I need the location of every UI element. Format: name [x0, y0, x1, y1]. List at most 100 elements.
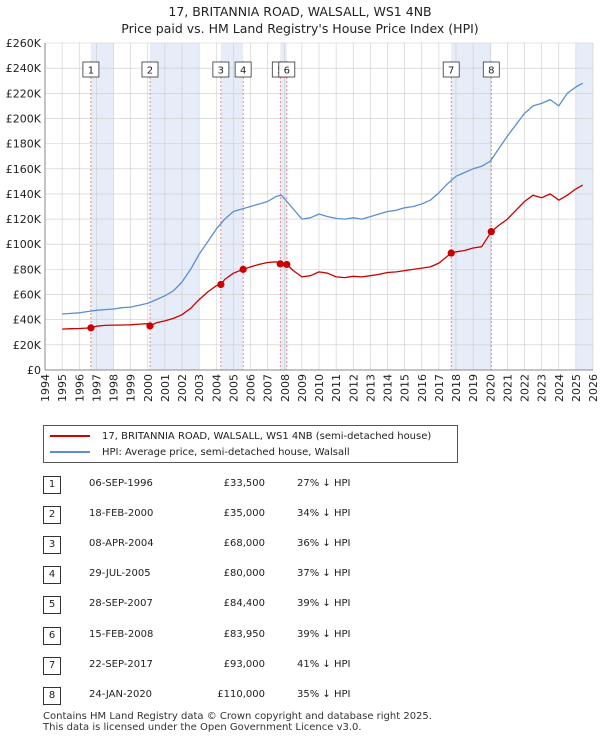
y-tick-label: £20K	[13, 339, 42, 352]
transaction-hpi-diff: 34% ↓ HPI	[297, 508, 351, 520]
x-tick-label: 2010	[313, 374, 326, 402]
transaction-number: 2	[43, 506, 61, 525]
transaction-date: 15-FEB-2008	[89, 628, 154, 640]
x-tick-label: 2020	[484, 374, 497, 402]
y-tick-label: £80K	[13, 263, 42, 276]
transaction-price: £33,500	[223, 478, 265, 489]
y-tick-label: £100K	[6, 238, 42, 251]
legend-property: 17, BRITANNIA ROAD, WALSALL, WS1 4NB (se…	[50, 428, 431, 444]
x-tick-label: 2025	[570, 374, 583, 402]
x-tick-label: 2017	[433, 374, 446, 402]
x-tick-label: 2015	[399, 374, 412, 402]
sale-badge-label: 3	[218, 66, 224, 77]
x-tick-label: 1999	[125, 374, 138, 402]
x-tick-label: 2012	[347, 374, 360, 402]
x-tick-label: 2007	[262, 374, 275, 402]
sale-point	[487, 228, 495, 236]
sale-badge-box	[234, 61, 252, 78]
shaded-range	[90, 43, 114, 370]
transaction-number: 8	[43, 686, 61, 705]
transaction-date: 28-SEP-2007	[89, 598, 153, 610]
x-tick-label: 2004	[210, 374, 223, 402]
y-tick-label: £260K	[6, 37, 42, 50]
x-tick-label: 2001	[159, 374, 172, 402]
sale-point	[447, 249, 455, 257]
x-tick-label: 2002	[176, 374, 189, 402]
transaction-number: 1	[43, 476, 61, 494]
shaded-range	[220, 43, 244, 370]
transaction-date: 29-JUL-2005	[89, 568, 151, 580]
sale-badge-label: 2	[147, 66, 153, 77]
transaction-hpi-diff: 39% ↓ HPI	[297, 628, 351, 640]
sale-badge-box	[82, 61, 100, 78]
y-tick-label: £120K	[6, 213, 42, 226]
legend: 17, BRITANNIA ROAD, WALSALL, WS1 4NB (se…	[43, 425, 458, 463]
x-tick-label: 2022	[519, 374, 532, 402]
shaded-range	[451, 43, 492, 370]
sale-badge-box	[278, 61, 296, 78]
sale-badge-label: 6	[284, 66, 290, 77]
x-tick-label: 1994	[39, 374, 52, 402]
x-tick-label: 2009	[296, 374, 309, 402]
y-tick-label: £240K	[6, 62, 42, 75]
legend-property-swatch	[50, 435, 90, 437]
transaction-hpi-diff: 36% ↓ HPI	[297, 538, 351, 550]
y-tick-label: £160K	[6, 163, 42, 176]
transaction-hpi-diff: 39% ↓ HPI	[297, 598, 351, 610]
transaction-number: 5	[43, 596, 61, 615]
x-tick-label: 2014	[382, 374, 395, 402]
y-tick-label: £200K	[6, 112, 42, 125]
x-tick-label: 2018	[450, 374, 463, 402]
chart-title: 17, BRITANNIA ROAD, WALSALL, WS1 4NB	[168, 4, 432, 19]
x-tick-label: 2023	[536, 374, 549, 402]
sale-badge-label: 1	[88, 66, 94, 77]
transaction-price: £35,000	[223, 508, 265, 520]
sale-point	[239, 265, 247, 273]
x-tick-label: 2003	[193, 374, 206, 402]
y-tick-label: £60K	[13, 289, 42, 302]
sale-point	[283, 260, 291, 269]
transaction-price: £68,000	[223, 538, 265, 550]
y-tick-label: £140K	[6, 188, 42, 201]
transaction-date: 24-JAN-2020	[89, 688, 153, 700]
footer-licence: This data is licensed under the Open Gov…	[43, 722, 362, 733]
y-tick-label: £220K	[6, 87, 42, 100]
y-tick-label: £40K	[13, 314, 42, 327]
sale-point	[87, 324, 95, 332]
sale-badge-box	[212, 61, 230, 78]
transaction-hpi-diff: 35% ↓ HPI	[297, 688, 351, 700]
sale-badge-label: 8	[488, 66, 494, 77]
x-tick-label: 2016	[416, 374, 429, 402]
price-chart: 12345678 £0£20K£40K£60K£80K£100K£120K£14…	[6, 37, 600, 402]
x-tick-label: 2008	[279, 374, 292, 402]
sale-badge-label: 4	[240, 66, 246, 77]
y-tick-label: £0	[27, 364, 41, 377]
legend-hpi: HPI: Average price, semi-detached house,…	[50, 444, 350, 460]
transaction-price: £110,000	[217, 688, 265, 700]
transaction-date: 08-APR-2004	[89, 538, 154, 550]
shaded-range	[575, 43, 593, 370]
x-tick-label: 1995	[56, 374, 69, 402]
x-tick-label: 2011	[330, 374, 343, 402]
x-tick-label: 2024	[553, 374, 566, 402]
x-tick-label: 2000	[142, 374, 155, 402]
transaction-number: 7	[43, 656, 61, 675]
x-tick-label: 2021	[501, 374, 514, 402]
transaction-date: 18-FEB-2000	[89, 508, 154, 520]
transaction-hpi-diff: 27% ↓ HPI	[297, 478, 351, 489]
transaction-number: 3	[43, 536, 61, 555]
x-tick-label: 2005	[227, 374, 240, 402]
sale-point	[276, 260, 284, 268]
x-tick-label: 2019	[467, 374, 480, 402]
shaded-range	[280, 43, 287, 370]
transaction-number: 6	[43, 626, 61, 645]
legend-hpi-swatch	[50, 451, 90, 453]
sale-badge-box	[141, 61, 159, 78]
hpi-line	[62, 82, 584, 315]
transaction-number: 4	[43, 566, 61, 585]
footer-copyright: Contains HM Land Registry data © Crown c…	[43, 711, 432, 722]
shaded-range	[149, 43, 200, 370]
x-tick-label: 1998	[108, 374, 121, 402]
transaction-price: £93,000	[223, 658, 265, 670]
transaction-hpi-diff: 37% ↓ HPI	[297, 568, 351, 580]
